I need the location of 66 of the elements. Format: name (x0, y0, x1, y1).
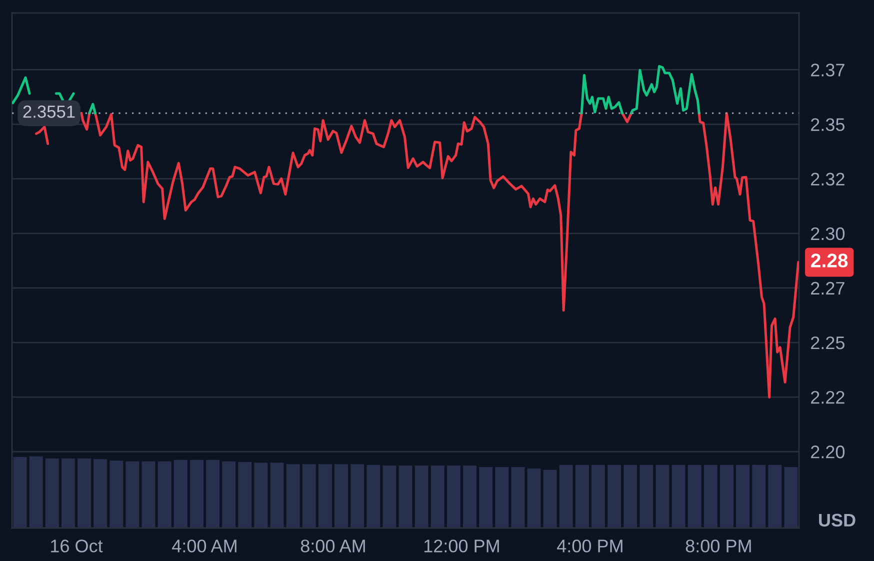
bar (158, 461, 172, 528)
x-tick-label: 12:00 PM (424, 540, 499, 552)
y-axis-title: USD (819, 514, 856, 527)
bar (575, 464, 589, 528)
bar (110, 460, 124, 528)
bar (527, 468, 541, 528)
bar (736, 464, 750, 528)
bar (190, 460, 204, 528)
y-tick-label: 2.37 (811, 64, 844, 76)
bar (126, 461, 140, 528)
bar (254, 462, 268, 528)
bar (495, 467, 509, 528)
bar (238, 462, 252, 528)
x-tick-label: 4:00 AM (172, 540, 236, 552)
bar (463, 466, 476, 528)
bar (672, 464, 686, 528)
y-tick-label: 2.27 (811, 282, 844, 294)
bar (511, 467, 525, 528)
y-tick-label: 2.35 (811, 118, 844, 132)
bar (318, 464, 332, 528)
bar (414, 466, 428, 528)
bar (302, 464, 316, 528)
bar (591, 464, 605, 528)
bar (350, 464, 364, 528)
bar (624, 464, 638, 528)
bar (688, 464, 702, 528)
bar (640, 464, 654, 528)
x-tick-label: 4:00 PM (557, 540, 622, 552)
y-tick-label: 2.20 (811, 446, 845, 458)
bar (382, 466, 396, 528)
bar (704, 464, 718, 528)
bar (398, 466, 412, 528)
bar (334, 464, 348, 528)
bar (430, 466, 444, 528)
bar (45, 458, 59, 528)
annotation: 2.28 (811, 254, 848, 268)
bar (768, 464, 782, 528)
bar (94, 459, 108, 528)
bar (270, 462, 284, 528)
bar (752, 464, 766, 528)
bar (559, 464, 573, 528)
bar (366, 464, 380, 528)
bar (543, 470, 557, 528)
bar (78, 458, 92, 528)
bar (222, 461, 236, 528)
bar (720, 464, 734, 528)
bar (784, 467, 798, 528)
bar (608, 464, 622, 528)
bar (446, 466, 460, 528)
bar (656, 464, 670, 528)
bar (479, 467, 493, 528)
bar (13, 457, 27, 528)
bar (61, 458, 75, 528)
ref-line-label: 2.3551 (23, 106, 75, 118)
bar (142, 461, 156, 528)
bar (286, 464, 300, 528)
x-tick-label: 16 Oct (51, 540, 103, 552)
y-tick-label: 2.30 (811, 227, 845, 240)
bar (174, 460, 188, 528)
bar (206, 460, 220, 528)
x-tick-label: 8:00 PM (686, 540, 751, 552)
y-tick-label: 2.25 (811, 336, 844, 350)
y-tick-label: 2.22 (811, 391, 844, 404)
bar (29, 456, 43, 528)
x-tick-label: 8:00 AM (300, 540, 365, 552)
y-tick-label: 2.32 (811, 172, 844, 186)
